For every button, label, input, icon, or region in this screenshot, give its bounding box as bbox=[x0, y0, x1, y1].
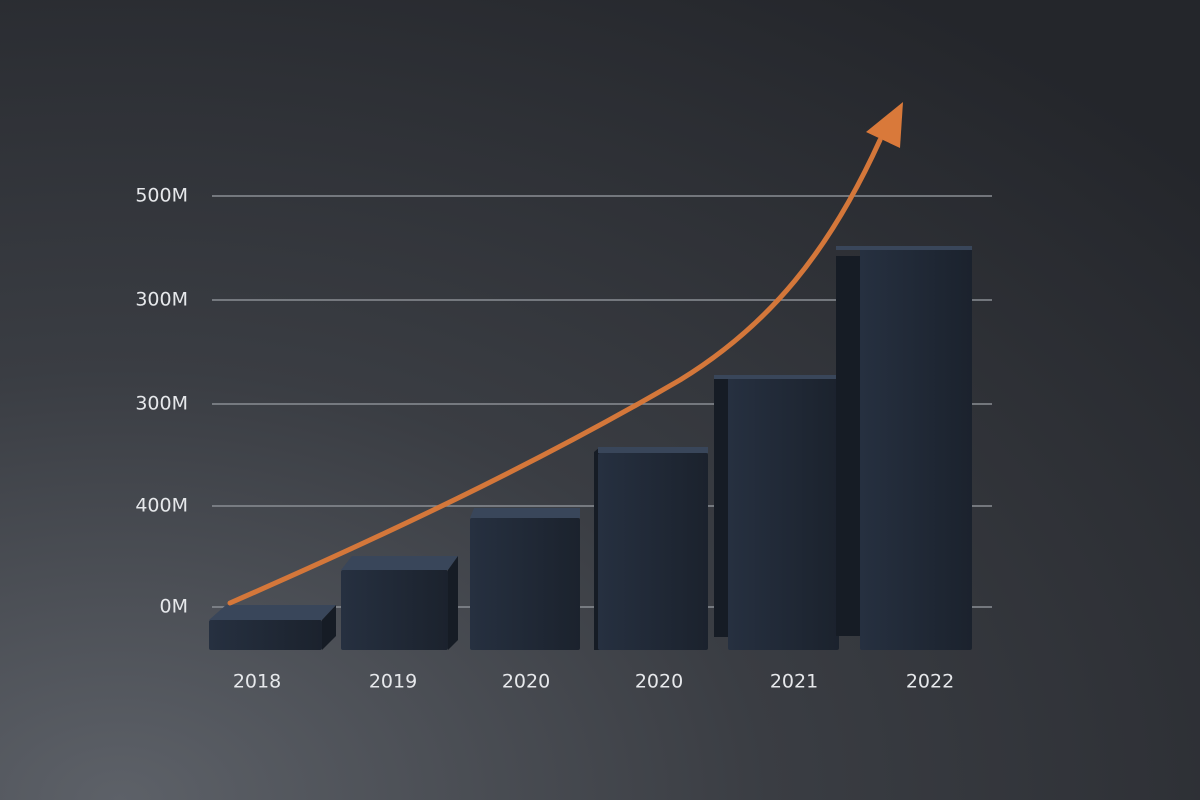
bar-side bbox=[714, 377, 730, 637]
axis-label: 400M bbox=[135, 495, 188, 517]
bar bbox=[470, 518, 580, 650]
axis-label: 500M bbox=[135, 185, 188, 207]
year-label: 2022 bbox=[906, 671, 954, 693]
bar bbox=[341, 570, 448, 650]
bar-top bbox=[341, 556, 458, 570]
bar bbox=[728, 377, 839, 650]
bar bbox=[860, 247, 972, 650]
bar-top bbox=[209, 605, 336, 620]
bar-top bbox=[598, 447, 708, 453]
year-labels: 2018 2019 2020 2020 2021 2022 bbox=[233, 671, 954, 693]
bars bbox=[209, 246, 972, 650]
bar bbox=[598, 453, 708, 650]
year-label: 2020 bbox=[502, 671, 550, 693]
bar-top bbox=[836, 246, 972, 250]
year-label: 2021 bbox=[770, 671, 818, 693]
bar-top bbox=[714, 375, 839, 379]
axis-label: 300M bbox=[135, 393, 188, 415]
year-label: 2019 bbox=[369, 671, 417, 693]
bar bbox=[209, 620, 322, 650]
bar-side bbox=[836, 256, 862, 636]
bar-side bbox=[322, 605, 336, 650]
axis-labels: 500M 300M 300M 400M 0M bbox=[135, 185, 188, 618]
year-label: 2018 bbox=[233, 671, 281, 693]
axis-label: 0M bbox=[160, 596, 188, 618]
bar-side bbox=[448, 556, 458, 650]
year-label: 2020 bbox=[635, 671, 683, 693]
bar-top bbox=[470, 508, 580, 518]
arrow-head bbox=[866, 102, 903, 148]
axis-label: 300M bbox=[135, 289, 188, 311]
trend-arrow bbox=[227, 102, 903, 606]
arrow-line bbox=[227, 137, 883, 606]
